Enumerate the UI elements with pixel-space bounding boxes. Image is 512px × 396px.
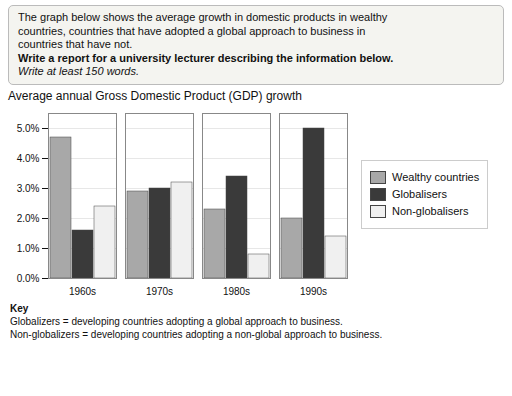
svg-text:1980s: 1980s — [223, 285, 250, 296]
svg-text:3.0%: 3.0% — [17, 182, 40, 193]
svg-text:2.0%: 2.0% — [17, 212, 40, 223]
html-text:Globalizers = developing count: Globalizers = developing countries adopt… — [10, 315, 343, 327]
html-text:Write at least 150 words.: Write at least 150 words. — [18, 65, 140, 77]
html-text:countries, countries that have: countries, countries that have adopted a… — [18, 24, 366, 37]
html-text:Globalisers: Globalisers — [392, 188, 447, 200]
html-text:Write a report for a universit: Write a report for a university lecturer… — [18, 51, 394, 64]
html-text:Key: Key — [10, 302, 29, 314]
html-text:countries that have not.: countries that have not. — [18, 38, 133, 50]
svg-text:1990s: 1990s — [300, 285, 327, 296]
html-text:The graph below shows the aver: The graph below shows the average growth… — [18, 11, 388, 23]
svg-text:1.0%: 1.0% — [17, 242, 40, 253]
svg-text:1970s: 1970s — [146, 285, 173, 296]
html-text:Non-globalizers = developing c: Non-globalizers = developing countries a… — [10, 328, 383, 340]
html-text:Wealthy countries: Wealthy countries — [392, 171, 480, 183]
svg-text:4.0%: 4.0% — [17, 152, 40, 163]
html-text:Average annual Gross Domestic: Average annual Gross Domestic Product (G… — [8, 88, 302, 103]
html-text:Non-globalisers: Non-globalisers — [392, 205, 469, 217]
svg-text:0.0%: 0.0% — [17, 272, 40, 283]
svg-text:5.0%: 5.0% — [17, 122, 40, 133]
svg-text:1960s: 1960s — [69, 285, 96, 296]
